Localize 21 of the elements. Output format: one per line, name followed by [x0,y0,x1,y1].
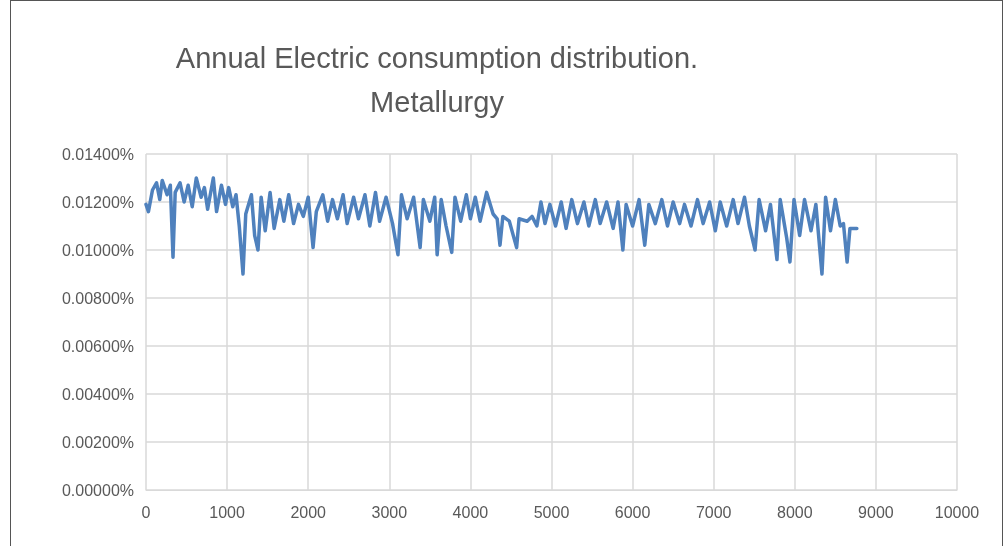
x-tick-label: 7000 [695,503,732,521]
x-tick-label: 0 [141,503,151,521]
y-tick-label: 0.00600% [61,337,134,355]
x-tick-label: 2000 [290,503,327,521]
y-tick-label: 0.00200% [61,433,134,451]
x-tick-label: 3000 [371,503,408,521]
chart-title: Annual Electric consumption distribution. Metallurgy [174,41,700,120]
x-tick-label: 4000 [452,503,489,521]
y-tick-label: 0.01200% [61,193,134,211]
x-tick-label: 5000 [533,503,570,521]
y-tick-label: 0.00400% [61,385,134,403]
y-tick-label: 0.00000% [61,481,134,499]
x-tick-label: 10000 [934,503,980,521]
line-series [144,176,859,276]
x-tick-label: 8000 [777,503,813,521]
x-tick-label: 9000 [858,503,894,521]
x-tick-label: 6000 [614,503,651,521]
y-tick-label: 0.01400% [61,145,134,163]
y-tick-label: 0.01000% [61,241,134,259]
y-tick-label: 0.00800% [61,289,134,307]
x-tick-label: 1000 [209,503,245,521]
